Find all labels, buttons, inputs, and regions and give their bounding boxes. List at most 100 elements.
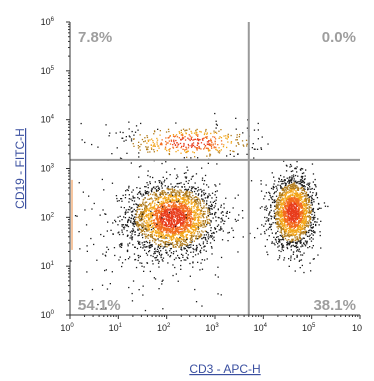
event-point	[182, 134, 184, 137]
event-point	[126, 249, 129, 251]
event-point	[303, 209, 306, 211]
event-point	[313, 201, 315, 203]
event-point	[313, 217, 315, 219]
event-point	[284, 212, 286, 214]
event-point	[146, 222, 148, 224]
event-point	[208, 210, 210, 213]
event-point	[276, 221, 278, 223]
event-point	[276, 199, 278, 202]
event-point	[314, 216, 316, 219]
event-point	[184, 231, 186, 233]
event-point	[152, 214, 154, 216]
event-point	[84, 209, 86, 211]
event-point	[188, 229, 190, 231]
event-point	[157, 220, 159, 222]
event-point	[173, 251, 175, 253]
event-point	[279, 213, 281, 216]
event-point	[286, 227, 288, 230]
event-point	[189, 227, 192, 229]
event-point	[278, 181, 280, 183]
event-point	[290, 249, 292, 251]
event-point	[165, 193, 167, 196]
event-point	[277, 222, 279, 224]
event-point	[283, 213, 285, 215]
event-point	[153, 219, 156, 221]
event-point	[141, 219, 143, 221]
event-point	[192, 201, 195, 203]
event-point	[168, 231, 170, 233]
event-point	[293, 182, 295, 184]
event-point	[270, 197, 273, 199]
event-point	[122, 224, 125, 226]
event-point	[290, 246, 292, 248]
event-point	[175, 204, 177, 206]
event-point	[155, 243, 157, 245]
event-point	[302, 180, 304, 182]
event-point	[136, 206, 138, 208]
event-point	[164, 213, 166, 215]
event-point	[178, 213, 180, 215]
event-point	[317, 254, 319, 256]
event-point	[207, 141, 210, 143]
event-point	[198, 189, 200, 191]
event-point	[219, 136, 221, 138]
event-point	[300, 229, 302, 232]
event-point	[171, 208, 173, 210]
event-point	[174, 193, 177, 196]
event-point	[172, 135, 175, 137]
event-point	[186, 237, 189, 239]
event-point	[216, 132, 218, 134]
event-point	[305, 230, 308, 233]
event-point	[129, 242, 131, 244]
event-point	[275, 217, 278, 220]
event-point	[170, 195, 172, 197]
event-point	[308, 188, 310, 190]
event-point	[194, 199, 196, 201]
event-point	[203, 192, 205, 194]
event-point	[178, 192, 180, 194]
event-point	[277, 206, 279, 208]
event-point	[152, 207, 154, 209]
event-point	[164, 244, 166, 246]
event-point	[159, 225, 161, 227]
event-point	[306, 210, 308, 212]
event-point	[128, 135, 130, 137]
event-point	[169, 210, 171, 212]
event-point	[128, 206, 131, 208]
event-point	[179, 241, 182, 243]
event-point	[267, 219, 269, 221]
event-point	[194, 228, 196, 230]
event-point	[299, 219, 301, 222]
event-point	[290, 189, 292, 191]
event-point	[273, 192, 275, 195]
event-point	[123, 216, 125, 218]
event-point	[174, 238, 177, 240]
event-point	[290, 165, 293, 167]
event-point	[179, 221, 181, 223]
event-point	[163, 206, 165, 208]
event-point	[148, 215, 150, 217]
event-point	[174, 243, 176, 246]
event-point	[293, 195, 296, 197]
event-point	[192, 142, 195, 144]
event-point	[136, 210, 138, 213]
event-point	[159, 236, 161, 238]
event-point	[136, 193, 139, 195]
event-point	[171, 234, 174, 236]
event-point	[298, 200, 300, 202]
event-point	[166, 251, 168, 253]
event-point	[284, 236, 286, 238]
event-point	[186, 224, 188, 227]
event-point	[284, 233, 286, 235]
event-point	[175, 230, 177, 232]
event-point	[134, 259, 136, 261]
event-point	[192, 225, 194, 227]
event-point	[157, 189, 159, 192]
event-point	[276, 226, 278, 228]
event-point	[265, 229, 268, 231]
event-point	[141, 230, 143, 232]
event-point	[295, 212, 298, 214]
event-point	[175, 215, 177, 217]
event-point	[260, 183, 262, 185]
event-point	[296, 232, 298, 234]
